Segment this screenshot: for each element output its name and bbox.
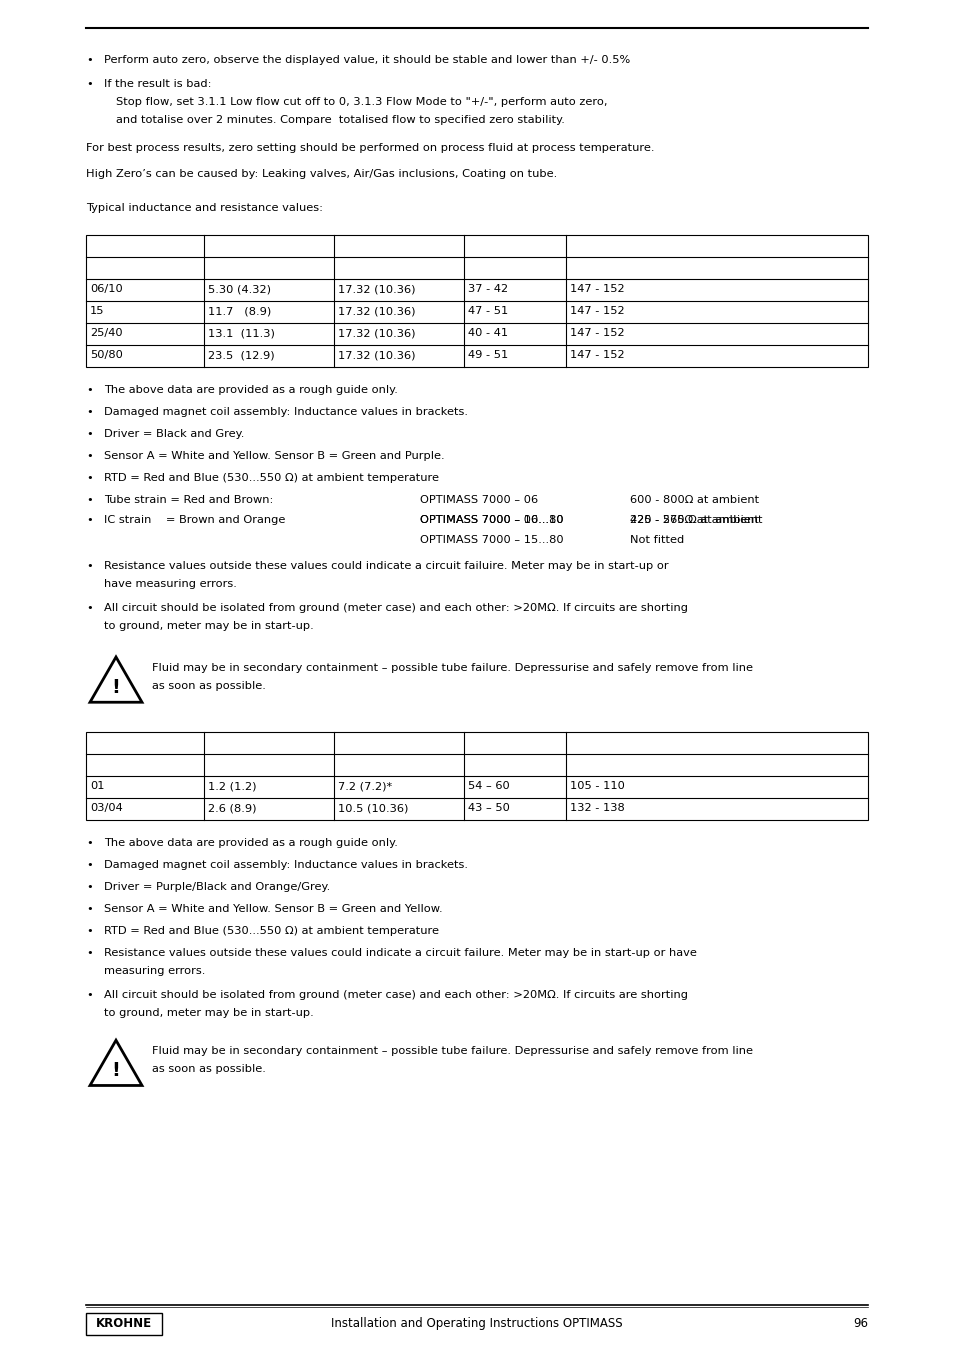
Text: 11.7   (8.9): 11.7 (8.9) — [208, 306, 271, 316]
Text: 13.1  (11.3): 13.1 (11.3) — [208, 328, 274, 338]
Text: 147 - 152: 147 - 152 — [569, 306, 624, 316]
Text: !: ! — [112, 1061, 120, 1080]
Text: 54 – 60: 54 – 60 — [468, 782, 509, 791]
Text: Sensor A = White and Yellow. Sensor B = Green and Purple.: Sensor A = White and Yellow. Sensor B = … — [104, 451, 444, 460]
Text: 37 - 42: 37 - 42 — [468, 284, 508, 294]
Text: 01: 01 — [90, 782, 105, 791]
Text: 49 - 51: 49 - 51 — [468, 350, 508, 360]
Text: RTD = Red and Blue (530...550 Ω) at ambient temperature: RTD = Red and Blue (530...550 Ω) at ambi… — [104, 926, 438, 937]
Text: •: • — [86, 406, 92, 417]
Bar — [86, 732, 867, 821]
Text: 17.32 (10.36): 17.32 (10.36) — [337, 284, 416, 294]
Text: 5.30 (4.32): 5.30 (4.32) — [208, 284, 271, 294]
Text: •: • — [86, 451, 92, 460]
Text: •: • — [86, 495, 92, 505]
Text: •: • — [86, 926, 92, 937]
Text: 147 - 152: 147 - 152 — [569, 350, 624, 360]
Text: 420 - 560Ω at ambient: 420 - 560Ω at ambient — [629, 514, 758, 525]
Text: 17.32 (10.36): 17.32 (10.36) — [337, 328, 416, 338]
Text: 7.2 (7.2)*: 7.2 (7.2)* — [337, 782, 392, 791]
Text: 17.32 (10.36): 17.32 (10.36) — [337, 350, 416, 360]
Text: 25/40: 25/40 — [90, 328, 123, 338]
Text: Resistance values outside these values could indicate a circuit failure. Meter m: Resistance values outside these values c… — [104, 948, 696, 958]
Text: •: • — [86, 603, 92, 613]
Text: •: • — [86, 80, 92, 89]
Text: Driver = Purple/Black and Orange/Grey.: Driver = Purple/Black and Orange/Grey. — [104, 883, 330, 892]
Text: 10.5 (10.36): 10.5 (10.36) — [337, 803, 408, 813]
Text: 225 - 275 Ω at ambient: 225 - 275 Ω at ambient — [629, 514, 761, 525]
Text: 17.32 (10.36): 17.32 (10.36) — [337, 306, 416, 316]
Bar — [86, 235, 867, 367]
Text: •: • — [86, 429, 92, 439]
Text: All circuit should be isolated from ground (meter case) and each other: >20MΩ. I: All circuit should be isolated from grou… — [104, 991, 687, 1000]
Text: 96: 96 — [852, 1318, 867, 1330]
Text: and totalise over 2 minutes. Compare  totalised flow to specified zero stability: and totalise over 2 minutes. Compare tot… — [116, 115, 564, 126]
Text: OPTIMASS 7000 – 06: OPTIMASS 7000 – 06 — [419, 495, 537, 505]
Text: •: • — [86, 385, 92, 396]
Text: 147 - 152: 147 - 152 — [569, 328, 624, 338]
Text: Resistance values outside these values could indicate a circuit failuire. Meter : Resistance values outside these values c… — [104, 562, 668, 571]
Text: •: • — [86, 838, 92, 848]
Text: If the result is bad:: If the result is bad: — [104, 80, 212, 89]
Text: 600 - 800Ω at ambient: 600 - 800Ω at ambient — [629, 495, 759, 505]
Text: 147 - 152: 147 - 152 — [569, 284, 624, 294]
Text: !: ! — [112, 678, 120, 697]
Text: RTD = Red and Blue (530...550 Ω) at ambient temperature: RTD = Red and Blue (530...550 Ω) at ambi… — [104, 472, 438, 483]
Text: The above data are provided as a rough guide only.: The above data are provided as a rough g… — [104, 838, 397, 848]
Bar — [86, 1314, 162, 1335]
Text: to ground, meter may be in start-up.: to ground, meter may be in start-up. — [104, 621, 314, 630]
Text: OPTIMASS 7000 – 10...80: OPTIMASS 7000 – 10...80 — [419, 514, 563, 525]
Text: •: • — [86, 472, 92, 483]
Text: •: • — [86, 948, 92, 958]
Text: 50/80: 50/80 — [90, 350, 123, 360]
Text: •: • — [86, 991, 92, 1000]
Text: •: • — [86, 55, 92, 65]
Text: 06/10: 06/10 — [90, 284, 123, 294]
Text: Tube strain = Red and Brown:: Tube strain = Red and Brown: — [104, 495, 274, 505]
Text: IC strain    = Brown and Orange: IC strain = Brown and Orange — [104, 514, 285, 525]
Text: •: • — [86, 860, 92, 871]
Text: have measuring errors.: have measuring errors. — [104, 579, 236, 589]
Text: 23.5  (12.9): 23.5 (12.9) — [208, 350, 274, 360]
Text: OPTIMASS 7000 – 06...10: OPTIMASS 7000 – 06...10 — [419, 514, 563, 525]
Text: Damaged magnet coil assembly: Inductance values in brackets.: Damaged magnet coil assembly: Inductance… — [104, 406, 468, 417]
Text: as soon as possible.: as soon as possible. — [152, 1064, 266, 1075]
Text: 105 - 110: 105 - 110 — [569, 782, 624, 791]
Text: 40 - 41: 40 - 41 — [468, 328, 508, 338]
Text: OPTIMASS 7000 – 15...80: OPTIMASS 7000 – 15...80 — [419, 535, 563, 545]
Text: Not fitted: Not fitted — [629, 535, 683, 545]
Text: Stop flow, set 3.1.1 Low flow cut off to 0, 3.1.3 Flow Mode to "+/-", perform au: Stop flow, set 3.1.1 Low flow cut off to… — [116, 97, 607, 107]
Text: to ground, meter may be in start-up.: to ground, meter may be in start-up. — [104, 1008, 314, 1018]
Text: The above data are provided as a rough guide only.: The above data are provided as a rough g… — [104, 385, 397, 396]
Text: •: • — [86, 514, 92, 525]
Text: Driver = Black and Grey.: Driver = Black and Grey. — [104, 429, 244, 439]
Text: Sensor A = White and Yellow. Sensor B = Green and Yellow.: Sensor A = White and Yellow. Sensor B = … — [104, 904, 442, 914]
Text: All circuit should be isolated from ground (meter case) and each other: >20MΩ. I: All circuit should be isolated from grou… — [104, 603, 687, 613]
Text: Installation and Operating Instructions OPTIMASS: Installation and Operating Instructions … — [331, 1318, 622, 1330]
Text: •: • — [86, 562, 92, 571]
Text: Perform auto zero, observe the displayed value, it should be stable and lower th: Perform auto zero, observe the displayed… — [104, 55, 630, 65]
Text: 2.6 (8.9): 2.6 (8.9) — [208, 803, 256, 813]
Text: 43 – 50: 43 – 50 — [468, 803, 509, 813]
Text: Fluid may be in secondary containment – possible tube failure. Depressurise and : Fluid may be in secondary containment – … — [152, 663, 752, 674]
Text: Damaged magnet coil assembly: Inductance values in brackets.: Damaged magnet coil assembly: Inductance… — [104, 860, 468, 871]
Text: High Zero’s can be caused by: Leaking valves, Air/Gas inclusions, Coating on tub: High Zero’s can be caused by: Leaking va… — [86, 169, 557, 180]
Text: 132 - 138: 132 - 138 — [569, 803, 624, 813]
Text: as soon as possible.: as soon as possible. — [152, 680, 266, 691]
Text: Typical inductance and resistance values:: Typical inductance and resistance values… — [86, 202, 323, 213]
Text: KROHNE: KROHNE — [96, 1318, 152, 1330]
Text: measuring errors.: measuring errors. — [104, 967, 205, 976]
Text: •: • — [86, 904, 92, 914]
Text: Fluid may be in secondary containment – possible tube failure. Depressurise and : Fluid may be in secondary containment – … — [152, 1046, 752, 1056]
Text: 1.2 (1.2): 1.2 (1.2) — [208, 782, 256, 791]
Text: 15: 15 — [90, 306, 105, 316]
Text: •: • — [86, 883, 92, 892]
Text: For best process results, zero setting should be performed on process fluid at p: For best process results, zero setting s… — [86, 143, 654, 153]
Text: 03/04: 03/04 — [90, 803, 123, 813]
Text: 47 - 51: 47 - 51 — [468, 306, 508, 316]
